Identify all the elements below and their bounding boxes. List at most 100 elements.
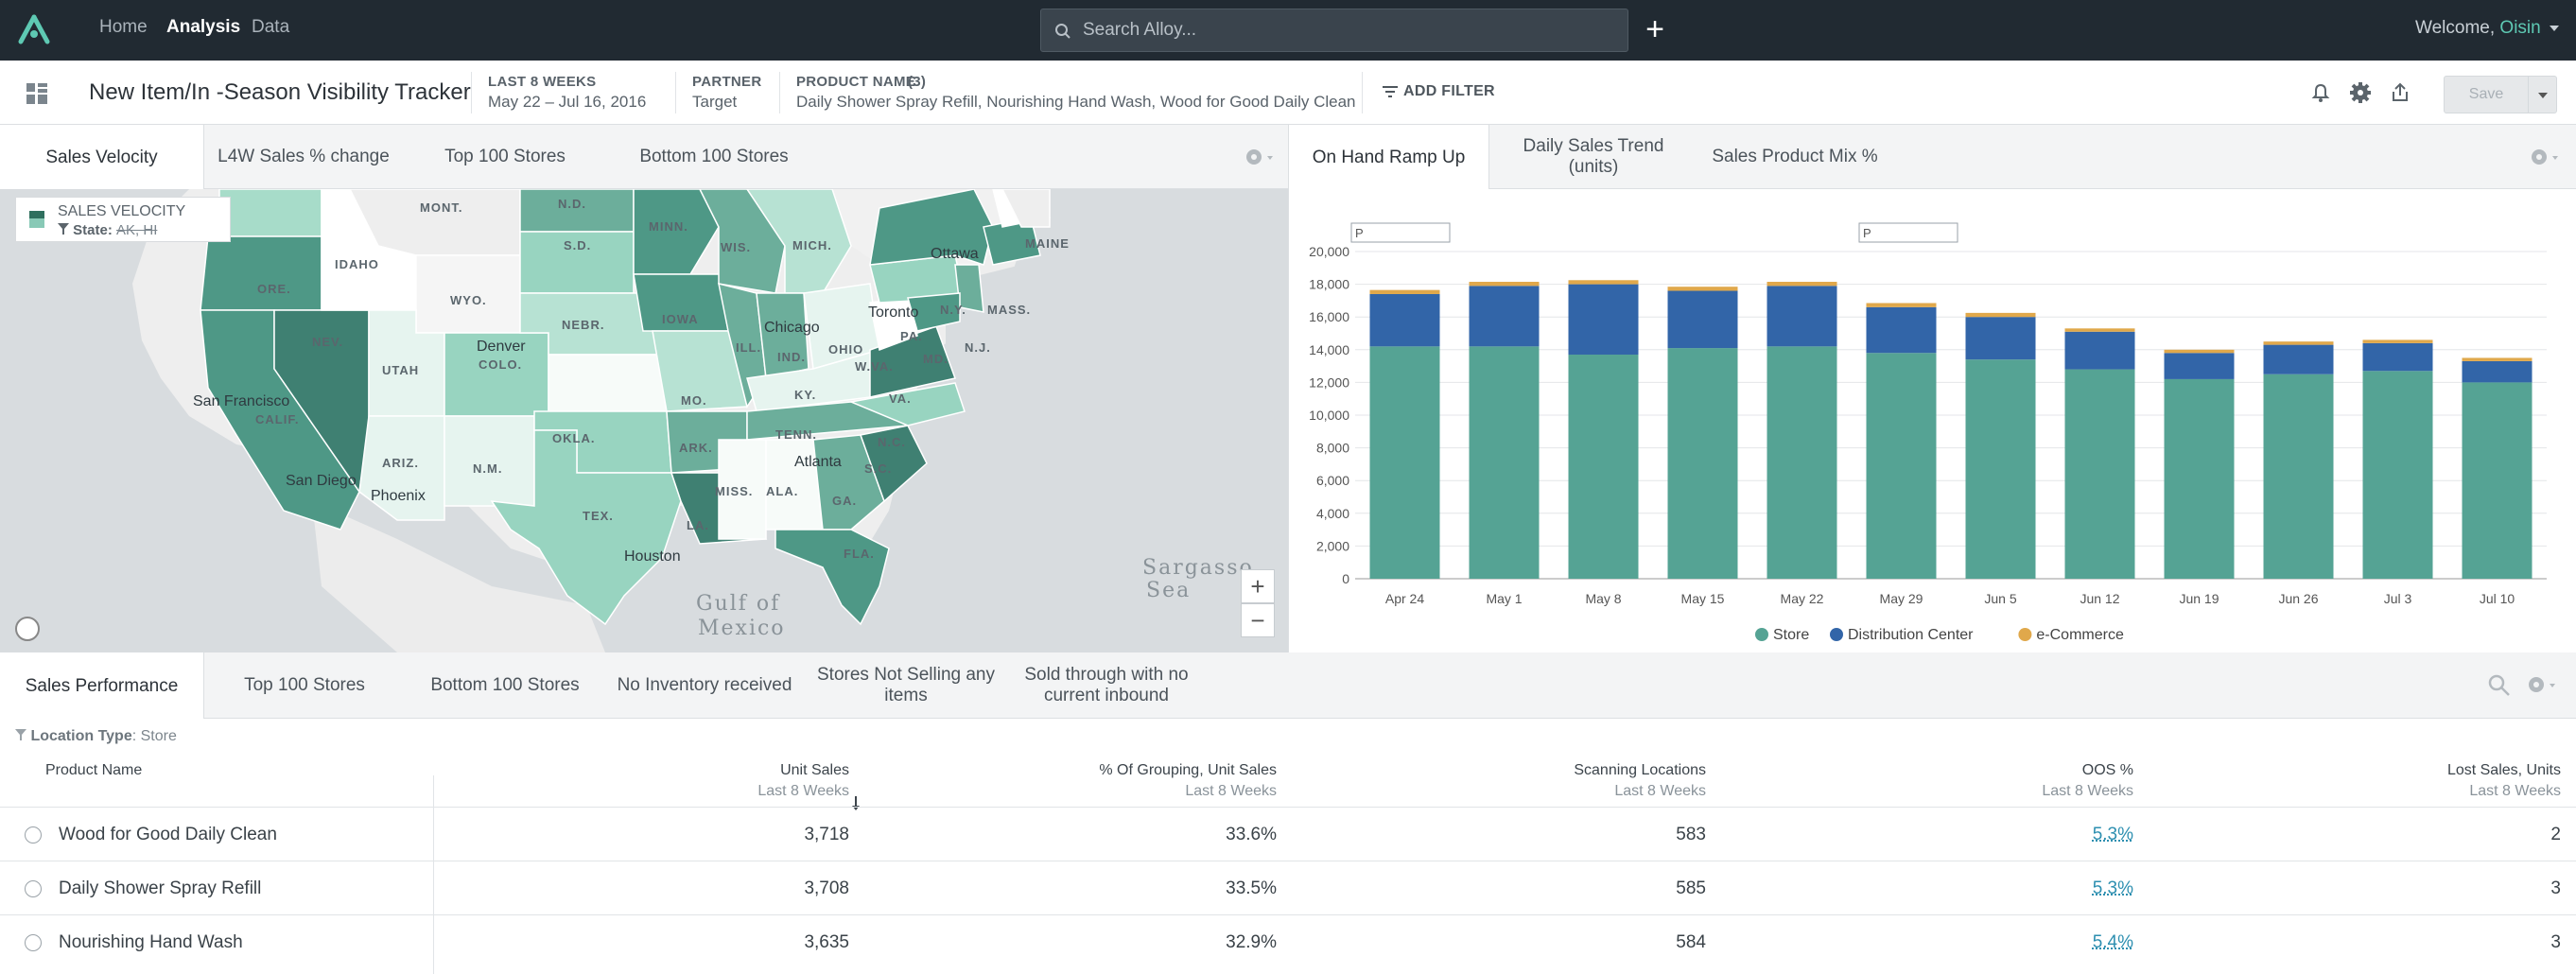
map-label: ARK. xyxy=(679,441,713,455)
col-header-unit-sales[interactable]: Unit Sales Last 8 Weeks xyxy=(757,762,849,800)
cell-unit-sales: 3,718 xyxy=(804,825,849,844)
tab-daily-sales-trend[interactable]: Daily Sales Trend (units) xyxy=(1523,136,1664,177)
user-menu[interactable]: Welcome, Oisin xyxy=(2415,18,2559,39)
col-header-scanning-locations[interactable]: Scanning Locations Last 8 Weeks xyxy=(1574,762,1706,800)
cell-oos-link[interactable]: 5.4% xyxy=(2092,932,2133,952)
y-tick-label: 0 xyxy=(1342,571,1349,586)
map-label: COLO. xyxy=(479,357,523,372)
tab-on-hand-ramp-up[interactable]: On Hand Ramp Up xyxy=(1289,125,1489,190)
bar-segment xyxy=(1667,290,1738,349)
chevron-down-icon[interactable] xyxy=(2550,25,2559,31)
x-tick-label: May 29 xyxy=(1880,591,1923,606)
bar-segment xyxy=(2263,341,2334,345)
gear-icon[interactable] xyxy=(2349,81,2372,104)
cell-oos-link[interactable]: 5.3% xyxy=(2092,878,2133,898)
divider xyxy=(779,72,780,113)
add-button[interactable]: + xyxy=(1645,11,1664,47)
x-tick-label: Jun 26 xyxy=(2278,591,2318,606)
cell-unit-sales: 3,635 xyxy=(804,932,849,952)
us-state-map[interactable] xyxy=(0,189,1288,652)
nav-home-link[interactable]: Home xyxy=(99,17,148,37)
zoom-out-button[interactable]: − xyxy=(1241,603,1275,637)
map-label: MD. xyxy=(923,352,949,366)
map-label: OHIO xyxy=(828,342,864,357)
col-header-oos-pct[interactable]: OOS % Last 8 Weeks xyxy=(2042,762,2133,800)
global-search[interactable] xyxy=(1040,9,1628,52)
map-label: N.J. xyxy=(965,340,991,355)
column-divider xyxy=(433,775,434,974)
add-filter-button[interactable]: ADD FILTER xyxy=(1383,83,1495,100)
bar-segment xyxy=(2462,357,2532,361)
tab-top-100-stores[interactable]: Top 100 Stores xyxy=(244,675,365,695)
x-tick-label: Jun 5 xyxy=(1984,591,2016,606)
table-row[interactable]: Nourishing Hand Wash 3,635 32.9% 584 5.4… xyxy=(0,914,2576,968)
state-ks xyxy=(548,354,668,412)
cell-oos-link[interactable]: 5.3% xyxy=(2092,825,2133,844)
y-tick-label: 6,000 xyxy=(1316,473,1349,488)
top-navigation-bar: Home Analysis Data + Welcome, Oisin xyxy=(0,0,2576,61)
funnel-icon xyxy=(15,729,26,740)
bar-segment xyxy=(1469,282,1540,287)
search-icon[interactable] xyxy=(2487,673,2512,698)
row-select-radio[interactable] xyxy=(25,880,42,897)
tab-sold-through-no-inbound[interactable]: Sold through with no current inbound xyxy=(1024,665,1189,705)
tab-sales-performance[interactable]: Sales Performance xyxy=(0,652,204,720)
col-header-sub: Last 8 Weeks xyxy=(1185,783,1277,799)
table-tabbar: Sales Performance Top 100 Stores Bottom … xyxy=(0,652,2576,720)
user-name[interactable]: Oisin xyxy=(2499,18,2541,38)
save-button[interactable]: Save xyxy=(2444,76,2529,113)
map-label: UTAH xyxy=(382,363,420,377)
tab-bottom-100-stores[interactable]: Bottom 100 Stores xyxy=(639,147,789,166)
location-type-filter[interactable]: Location Type: Store xyxy=(15,728,177,745)
partner-value: Target xyxy=(692,93,738,111)
col-header-lost-sales[interactable]: Lost Sales, Units Last 8 Weeks xyxy=(2447,762,2561,800)
col-header-product-name[interactable]: Product Name xyxy=(45,762,142,779)
nav-analysis-link[interactable]: Analysis xyxy=(166,17,241,37)
legend-filter-value: AK, HI xyxy=(116,222,158,238)
bell-icon[interactable] xyxy=(2309,81,2332,104)
state-wa xyxy=(218,189,322,237)
zoom-in-button[interactable]: + xyxy=(1241,569,1275,603)
map-label: FLA. xyxy=(844,547,875,561)
search-input[interactable] xyxy=(1083,17,1612,43)
divider xyxy=(675,72,676,113)
tab-sales-velocity[interactable]: Sales Velocity xyxy=(0,125,204,190)
tab-l4w-sales-change[interactable]: L4W Sales % change xyxy=(218,147,390,166)
chart-settings-gear-icon[interactable] xyxy=(2528,146,2560,168)
map-settings-gear-icon[interactable] xyxy=(1243,146,1275,168)
share-export-icon[interactable] xyxy=(2389,81,2411,104)
map-label: IOWA xyxy=(662,312,699,326)
table-row[interactable]: Wood for Good Daily Clean 3,718 33.6% 58… xyxy=(0,807,2576,861)
table-settings-gear-icon[interactable] xyxy=(2525,673,2557,696)
map-legend[interactable]: SALES VELOCITY State: AK, HI xyxy=(15,197,231,242)
tab-top-100-stores[interactable]: Top 100 Stores xyxy=(444,147,566,166)
state-md xyxy=(907,292,961,332)
row-select-radio[interactable] xyxy=(25,934,42,951)
table-row[interactable]: Daily Shower Spray Refill 3,708 33.5% 58… xyxy=(0,861,2576,914)
cell-pct-of-grouping: 32.9% xyxy=(1226,932,1277,952)
nav-data-link[interactable]: Data xyxy=(252,17,290,37)
legend-filter: State: AK, HI xyxy=(58,222,157,238)
tab-bottom-100-stores[interactable]: Bottom 100 Stores xyxy=(430,675,580,695)
tab-stores-not-selling[interactable]: Stores Not Selling any items xyxy=(817,665,995,705)
col-header-pct-of-grouping[interactable]: % Of Grouping, Unit Sales Last 8 Weeks xyxy=(1099,762,1277,800)
bar-segment xyxy=(1667,287,1738,291)
bar-segment xyxy=(1767,346,1837,579)
map-label: KY. xyxy=(794,388,817,402)
compass-icon[interactable] xyxy=(15,617,40,641)
sales-velocity-map[interactable]: MONT. N.D. MINN. S.D. WIS. MICH. Ottawa MAINE OR… xyxy=(0,189,1288,652)
tab-no-inventory-received[interactable]: No Inventory received xyxy=(617,675,792,695)
alloy-logo-icon[interactable] xyxy=(13,11,55,49)
bar-segment xyxy=(2263,374,2334,579)
dashboard-grid-icon[interactable] xyxy=(26,83,47,104)
save-options-dropdown[interactable] xyxy=(2529,76,2557,113)
product-value: Daily Shower Spray Refill, Nourishing Ha… xyxy=(796,93,1356,111)
location-type-value: : Store xyxy=(131,728,177,744)
row-select-radio[interactable] xyxy=(25,826,42,844)
map-label: W.VA. xyxy=(855,359,894,374)
y-tick-label: 16,000 xyxy=(1309,309,1349,324)
cell-unit-sales: 3,708 xyxy=(804,878,849,898)
tab-sales-product-mix[interactable]: Sales Product Mix % xyxy=(1712,147,1878,166)
state-ga xyxy=(812,434,885,530)
map-label: NEBR. xyxy=(562,318,605,332)
